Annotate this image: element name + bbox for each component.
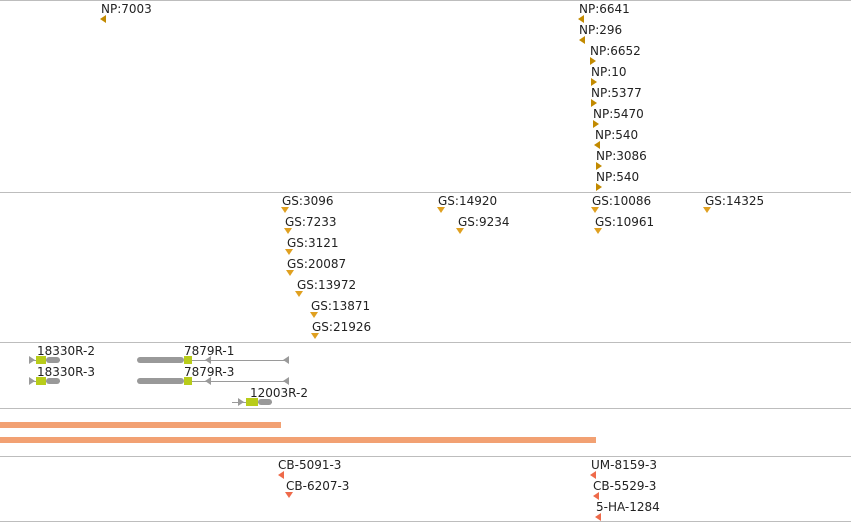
intron-line bbox=[192, 381, 288, 382]
gene-label: 12003R-2 bbox=[250, 386, 308, 400]
cb-track: CB-5091-3 CB-6207-3 UM-8159-3 CB-5529-3 … bbox=[0, 456, 851, 521]
gs-feature-label: GS:13871 bbox=[311, 299, 371, 313]
track-divider-range-cb bbox=[0, 456, 851, 457]
gene-track: 18330R-2 18330R-3 7879R-1 7879R-3 12003R… bbox=[0, 342, 851, 408]
gene-label: 18330R-3 bbox=[37, 365, 95, 379]
exon-block bbox=[46, 357, 60, 363]
cb-marker-icon bbox=[590, 471, 596, 479]
gene-label: 7879R-1 bbox=[184, 344, 235, 358]
exon-block bbox=[137, 378, 184, 384]
np-marker-icon bbox=[593, 120, 599, 128]
cb-feature-label: 5-HA-1284 bbox=[596, 500, 660, 514]
np-feature-label: NP:5377 bbox=[591, 86, 642, 100]
gs-marker-icon bbox=[284, 228, 292, 234]
track-divider-top bbox=[0, 0, 851, 1]
gs-marker-icon bbox=[591, 207, 599, 213]
strand-arrow-icon bbox=[205, 377, 211, 385]
np-feature-label: NP:540 bbox=[596, 170, 640, 184]
cb-marker-icon bbox=[595, 513, 601, 521]
cb-marker-icon bbox=[278, 471, 284, 479]
gs-marker-icon bbox=[594, 228, 602, 234]
np-marker-icon bbox=[590, 57, 596, 65]
gs-feature-label: GS:14920 bbox=[438, 194, 498, 208]
gs-marker-icon bbox=[286, 270, 294, 276]
gs-feature-label: GS:9234 bbox=[458, 215, 510, 229]
track-divider-np-gs bbox=[0, 192, 851, 193]
utr-block bbox=[184, 356, 192, 364]
np-feature-label: NP:10 bbox=[591, 65, 627, 79]
np-marker-icon bbox=[578, 15, 584, 23]
gs-feature-label: GS:10086 bbox=[592, 194, 652, 208]
gs-feature-label: GS:10961 bbox=[595, 215, 655, 229]
np-feature-label: NP:7003 bbox=[101, 2, 152, 16]
exon-block bbox=[46, 378, 60, 384]
cb-feature-label: CB-6207-3 bbox=[286, 479, 350, 493]
utr-block bbox=[36, 377, 46, 385]
np-marker-icon bbox=[596, 183, 602, 191]
gs-marker-icon bbox=[311, 333, 319, 339]
strand-arrow-icon bbox=[238, 398, 244, 406]
cb-marker-icon bbox=[593, 492, 599, 500]
gs-marker-icon bbox=[456, 228, 464, 234]
np-marker-icon bbox=[100, 15, 106, 23]
range-track bbox=[0, 408, 851, 456]
np-feature-label: NP:5470 bbox=[593, 107, 644, 121]
np-feature-label: NP:540 bbox=[595, 128, 639, 142]
gs-feature-label: GS:13972 bbox=[297, 278, 357, 292]
track-divider-gs-gene bbox=[0, 342, 851, 343]
intron-line bbox=[192, 360, 288, 361]
gs-feature-label: GS:3096 bbox=[282, 194, 334, 208]
gs-track: GS:3096 GS:7233 GS:3121 GS:20087 GS:1397… bbox=[0, 192, 851, 342]
np-track: NP:7003 NP:6641 NP:296 NP:6652 NP:10 NP:… bbox=[0, 0, 851, 192]
gs-feature-label: GS:3121 bbox=[287, 236, 339, 250]
track-divider-bottom bbox=[0, 521, 851, 522]
gs-feature-label: GS:14325 bbox=[705, 194, 765, 208]
strand-arrow-icon bbox=[205, 356, 211, 364]
exon-block bbox=[258, 399, 272, 405]
np-feature-label: NP:296 bbox=[579, 23, 623, 37]
gs-marker-icon bbox=[310, 312, 318, 318]
exon-block bbox=[137, 357, 184, 363]
gs-feature-label: GS:7233 bbox=[285, 215, 337, 229]
gs-feature-label: GS:20087 bbox=[287, 257, 347, 271]
np-marker-icon bbox=[596, 162, 602, 170]
gs-marker-icon bbox=[281, 207, 289, 213]
gs-marker-icon bbox=[285, 249, 293, 255]
np-marker-icon bbox=[594, 141, 600, 149]
gs-marker-icon bbox=[703, 207, 711, 213]
utr-block bbox=[246, 398, 258, 406]
range-bar[interactable] bbox=[0, 437, 596, 443]
gs-marker-icon bbox=[295, 291, 303, 297]
np-marker-icon bbox=[591, 78, 597, 86]
np-feature-label: NP:3086 bbox=[596, 149, 647, 163]
strand-arrow-icon bbox=[283, 356, 289, 364]
np-feature-label: NP:6652 bbox=[590, 44, 641, 58]
gs-marker-icon bbox=[437, 207, 445, 213]
strand-arrow-icon bbox=[283, 377, 289, 385]
gs-feature-label: GS:21926 bbox=[312, 320, 372, 334]
np-marker-icon bbox=[591, 99, 597, 107]
np-marker-icon bbox=[579, 36, 585, 44]
gene-label: 18330R-2 bbox=[37, 344, 95, 358]
np-feature-label: NP:6641 bbox=[579, 2, 630, 16]
range-bar[interactable] bbox=[0, 422, 281, 428]
utr-block bbox=[36, 356, 46, 364]
gene-label: 7879R-3 bbox=[184, 365, 235, 379]
cb-feature-label: UM-8159-3 bbox=[591, 458, 657, 472]
track-divider-gene-range bbox=[0, 408, 851, 409]
cb-marker-icon bbox=[285, 492, 293, 498]
utr-block bbox=[184, 377, 192, 385]
cb-feature-label: CB-5091-3 bbox=[278, 458, 342, 472]
cb-feature-label: CB-5529-3 bbox=[593, 479, 657, 493]
